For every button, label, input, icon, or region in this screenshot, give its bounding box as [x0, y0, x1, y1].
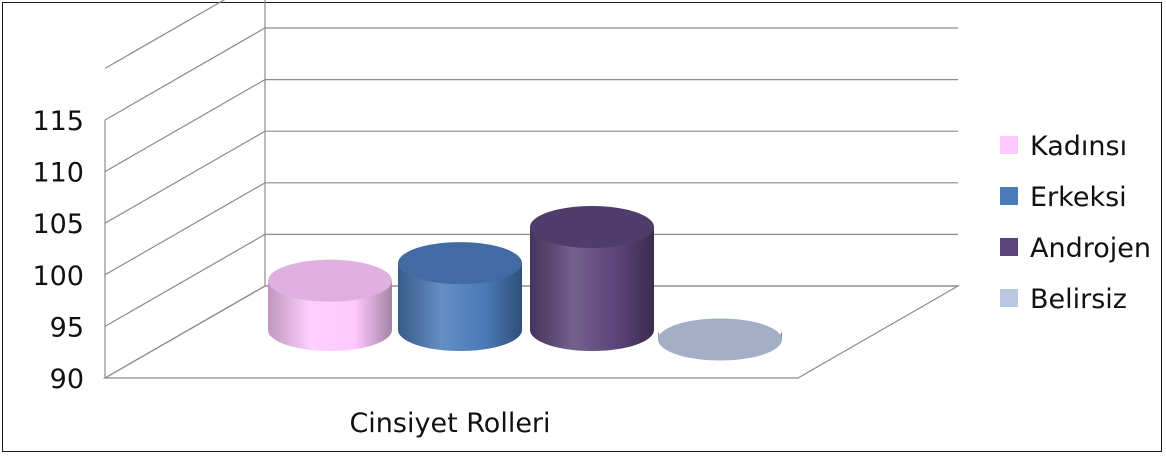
bar-top [530, 206, 654, 249]
chart-walls [102, 0, 961, 379]
gridline [104, 0, 226, 69]
bar-top [398, 242, 522, 285]
bar-androjen [530, 206, 654, 351]
y-tick-label: 95 [50, 312, 84, 343]
legend-label: Erkeksi [1030, 182, 1127, 213]
legend-label: Belirsiz [1030, 284, 1127, 315]
bar-body [530, 227, 654, 351]
y-tick-label: 110 [32, 158, 84, 189]
y-axis: 90 95 100 105 110 115 [32, 106, 84, 395]
x-axis: Cinsiyet Rolleri [349, 408, 550, 439]
legend: Kadınsı Erkeksi Androjen Belirsiz [1000, 131, 1151, 315]
legend-label: Kadınsı [1030, 131, 1127, 162]
bar-body [398, 263, 522, 351]
legend-swatch [1000, 136, 1018, 154]
x-category-label: Cinsiyet Rolleri [349, 408, 550, 439]
gridline [104, 130, 958, 224]
bar-top [268, 259, 392, 302]
legend-swatch [1000, 187, 1018, 205]
y-tick-label: 115 [32, 106, 84, 137]
legend-swatch [1000, 238, 1018, 256]
bar-kadınsı [268, 259, 392, 351]
bar-top [658, 318, 782, 361]
y-tick-label: 100 [32, 261, 84, 292]
chart-floor [102, 285, 961, 379]
legend-swatch [1000, 289, 1018, 307]
y-tick-label: 90 [50, 364, 84, 395]
y-tick-label: 105 [32, 209, 84, 240]
gridline [104, 27, 958, 121]
bar-belirsiz [658, 318, 782, 361]
legend-label: Androjen [1030, 233, 1151, 264]
bars [268, 206, 782, 361]
bar-erkeksi [398, 242, 522, 351]
gridline [104, 78, 958, 173]
